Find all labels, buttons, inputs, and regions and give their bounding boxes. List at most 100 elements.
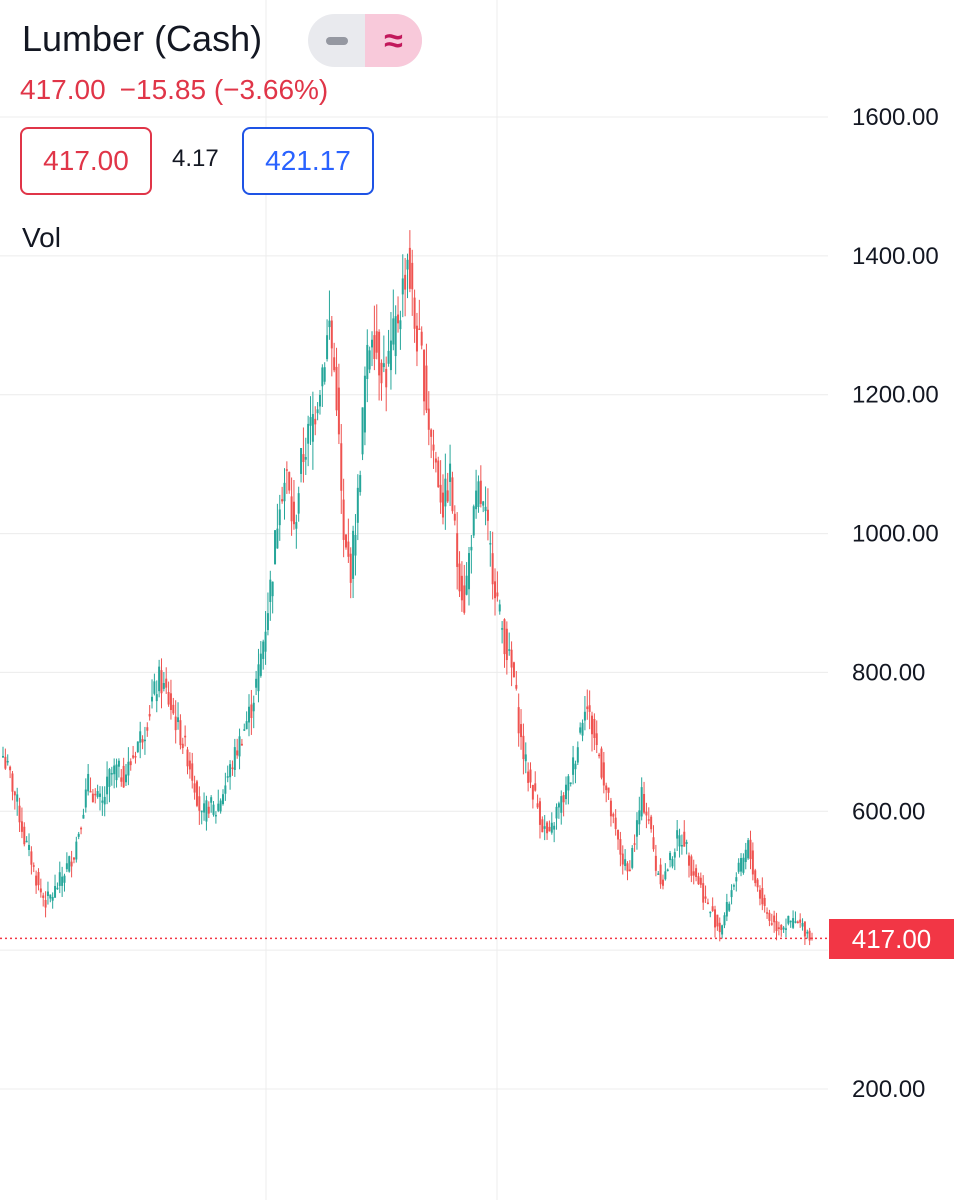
candle-body [787,915,790,924]
candle-body [103,796,106,805]
y-tick-label: 1000.00 [852,521,939,548]
candle-body [87,773,90,792]
candle-body [761,888,764,905]
candle-body [576,747,579,763]
candle-body [250,704,253,718]
candle-body [704,896,707,899]
candle-body [214,814,217,817]
candle-body [635,820,638,837]
candle-body [427,408,430,430]
candle-body [106,776,109,795]
approx-button[interactable]: ≈ [365,14,422,67]
candle-body [288,471,291,491]
candle-body [25,840,28,843]
volume-label[interactable]: Vol [22,222,61,253]
candle-body [179,720,182,746]
candle-body [129,761,132,766]
minus-button[interactable] [308,14,365,67]
candle-body [512,662,515,678]
candle-body [796,921,799,924]
candle-body [581,722,584,736]
candle-body [51,896,54,901]
candle-body [153,681,156,694]
candle-body [486,509,489,521]
candle-body [143,739,146,742]
buy-button[interactable]: 421.17 [242,127,374,195]
candle-body [72,857,75,860]
approx-icon: ≈ [384,21,403,60]
candle-body [591,715,594,735]
candle-body [314,418,317,425]
candle-body [188,760,191,770]
candle-body [699,877,702,885]
candle-body [231,767,234,770]
candle-body [631,848,634,868]
candle-body [366,344,369,379]
candle-body [248,706,251,723]
candle-body [101,800,104,803]
candle-body [224,785,227,794]
candle-body [269,579,272,602]
candle-body [193,783,196,793]
candle-body [292,501,295,525]
candle-body [82,814,85,819]
candle-body [645,811,648,816]
candle-body [96,791,99,797]
candle-body [527,771,530,783]
candle-body [210,797,213,803]
candle-body [574,763,577,770]
sell-button[interactable]: 417.00 [20,127,152,195]
candle-body [16,794,19,802]
symbol-title[interactable]: Lumber (Cash) [22,18,263,59]
candle-body [162,683,165,689]
candle-body [257,664,260,692]
candle-body [141,739,144,743]
candle-body [344,534,347,548]
candle-body [666,869,669,872]
candle-body [522,735,525,760]
candle-body [406,259,409,270]
candle-body [318,394,321,407]
candle-body [782,927,785,930]
candle-body [184,735,187,738]
candle-body [754,870,757,884]
candle-body [588,705,591,712]
candle-body [770,923,773,925]
candle-body [437,460,440,488]
candle-body [702,883,705,903]
candle-body [32,865,35,867]
candle-body [385,368,388,388]
candle-body [441,492,444,518]
candle-body [132,755,135,758]
candle-body [806,931,809,934]
candle-body [643,793,646,813]
candle-body [316,409,319,414]
y-tick-label: 600.00 [852,798,925,825]
candle-body [205,800,208,822]
candle-body [550,822,553,833]
candle-body [548,826,551,832]
candle-body [148,713,151,717]
candle-body [586,706,589,710]
last-price-tag: 417.00 [829,919,954,959]
candle-body [520,724,523,738]
candle-body [139,731,142,743]
candle-body [328,320,331,328]
candle-body [789,920,792,923]
candle-body [335,366,338,411]
candle-body [572,757,575,775]
y-axis: 1600.00 1400.00 1200.00 1000.00 800.00 600.00… [852,104,939,1103]
candle-body [4,756,7,769]
candle-body [657,873,660,875]
candle-body [160,670,163,694]
spread-value: 4.17 [172,145,219,172]
candle-body [361,407,364,455]
price-change: −15.85 (−3.66%) [119,74,329,105]
candle-body [397,314,400,324]
candle-body [120,777,123,782]
chart-mode-toggle[interactable]: ≈ [308,14,422,67]
candle-body [238,736,241,757]
candle-body [508,649,511,651]
quote-line: 417.00 −15.85 (−3.66%) [20,74,328,106]
